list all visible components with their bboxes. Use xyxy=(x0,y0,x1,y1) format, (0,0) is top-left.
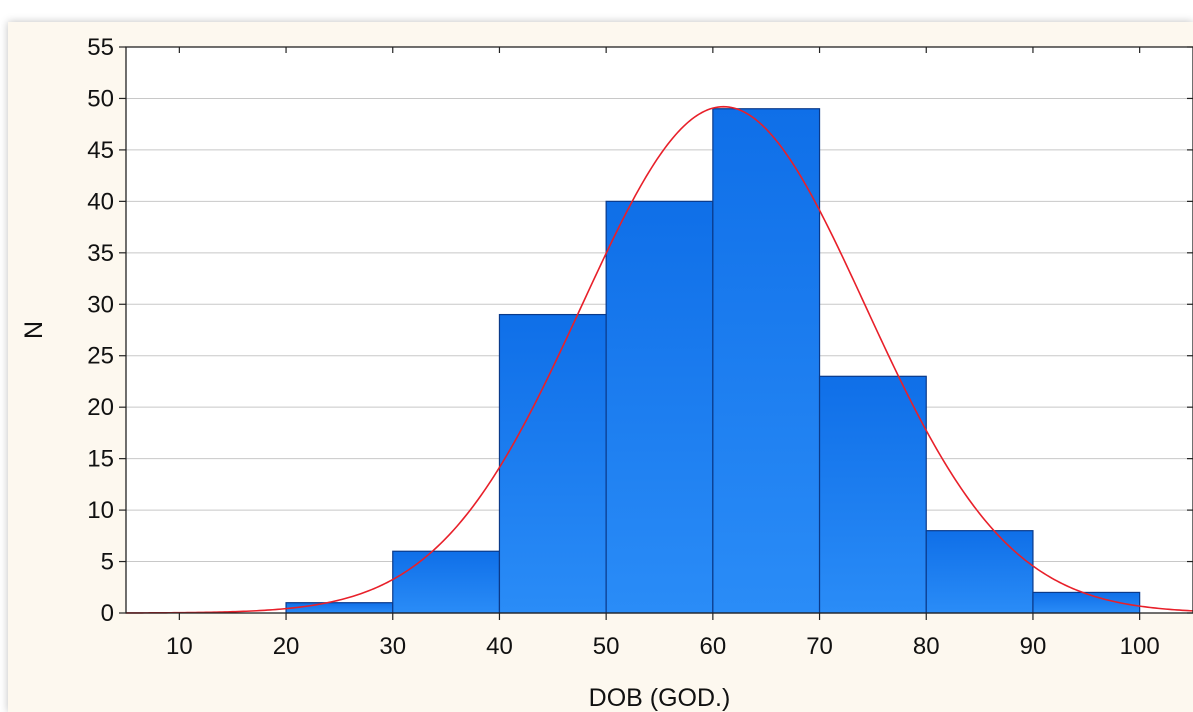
y-tick-label: 35 xyxy=(87,240,114,267)
y-tick-label: 10 xyxy=(87,497,114,524)
y-tick-label: 30 xyxy=(87,291,114,318)
normal-curve xyxy=(125,105,1193,614)
y-tick-label: 55 xyxy=(87,34,114,61)
histogram-bar xyxy=(818,375,927,614)
histogram-bars xyxy=(285,108,1141,614)
y-tick-label: 20 xyxy=(87,394,114,421)
histogram-bar xyxy=(605,200,714,614)
x-axis-title: DOB (GOD.) xyxy=(589,684,731,712)
y-tick-label: 15 xyxy=(87,446,114,473)
y-tick-label: 0 xyxy=(101,600,114,627)
x-tick-label: 40 xyxy=(486,633,513,660)
histogram-bar xyxy=(712,108,821,614)
axes xyxy=(119,46,1193,620)
histogram-bar xyxy=(392,550,501,614)
x-tick-label: 70 xyxy=(806,633,833,660)
histogram-bar xyxy=(925,530,1034,614)
x-tick-label: 80 xyxy=(913,633,940,660)
x-tick-label: 90 xyxy=(1020,633,1047,660)
y-tick-label: 45 xyxy=(87,137,114,164)
x-tick-label: 20 xyxy=(273,633,300,660)
x-tick-label: 30 xyxy=(379,633,406,660)
x-tick-label: 60 xyxy=(699,633,726,660)
x-tick-label: 100 xyxy=(1120,633,1160,660)
histogram-bar xyxy=(285,602,394,614)
chart-frame: 0 5 10 15 20 25 30 35 40 45 50 55 10 20 30 40 50 60 70 80 90… xyxy=(8,22,1193,712)
normal-curve-layer xyxy=(125,105,1193,614)
tick-labels: 0 5 10 15 20 25 30 35 40 45 50 55 10 20 30 40 50 60 70 80 90… xyxy=(87,34,1159,660)
x-tick-label: 10 xyxy=(166,633,193,660)
x-tick-label: 50 xyxy=(593,633,620,660)
y-tick-label: 25 xyxy=(87,343,114,370)
plot-border xyxy=(125,46,1193,614)
y-tick-label: 5 xyxy=(101,549,114,576)
histogram-chart: 0 5 10 15 20 25 30 35 40 45 50 55 10 20 30 40 50 60 70 80 90… xyxy=(20,34,1193,712)
y-tick-label: 50 xyxy=(87,85,114,112)
y-axis-title: N xyxy=(20,321,48,339)
y-tick-label: 40 xyxy=(87,188,114,215)
histogram-bar xyxy=(498,313,607,614)
